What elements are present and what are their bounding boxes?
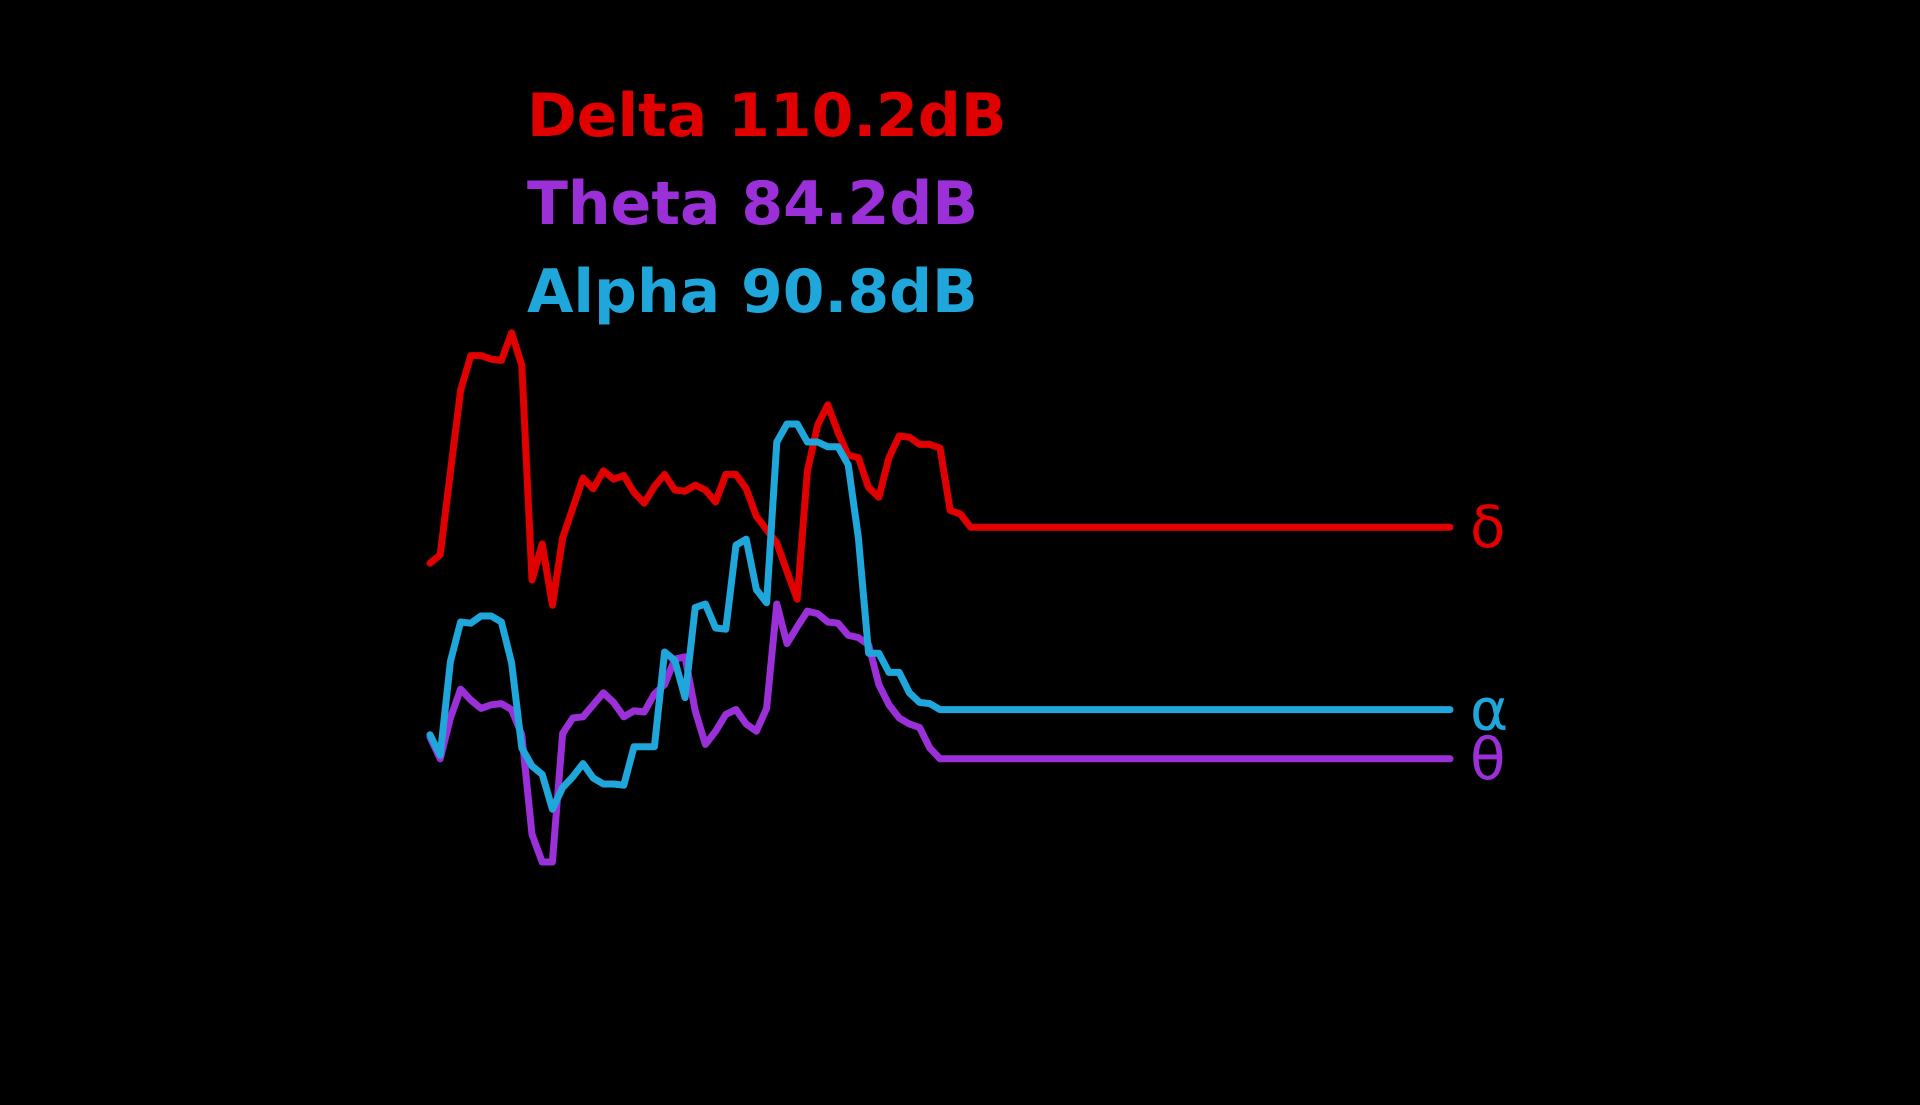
series-line-alpha [426,420,1454,813]
legend: Delta 110.2dB Theta 84.2dB Alpha 90.8dB [527,72,1007,336]
series-label-delta: δ [1470,493,1506,561]
series-line-delta [426,329,1454,609]
series-label-alpha: α [1470,676,1508,744]
series-label-theta: θ [1470,725,1506,793]
legend-alpha: Alpha 90.8dB [527,257,978,327]
legend-delta: Delta 110.2dB [527,81,1007,151]
legend-theta: Theta 84.2dB [527,169,979,239]
series-line-theta [426,600,1454,866]
